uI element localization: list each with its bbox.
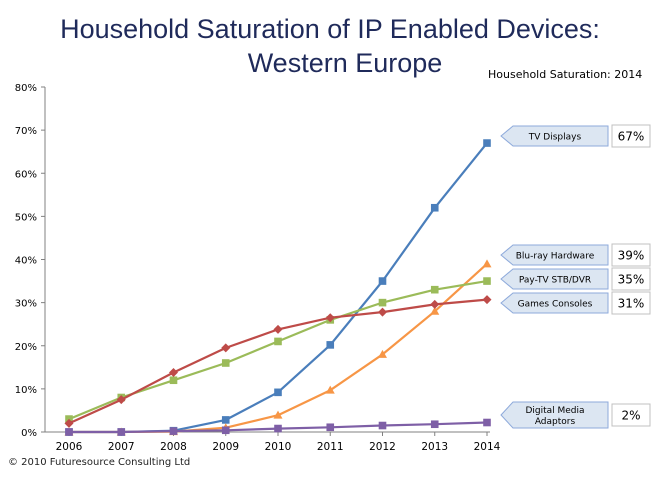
series-marker [483,277,491,285]
series-line-1 [69,262,488,434]
callout-label: Blu-ray Hardware [516,252,595,262]
series-marker [482,259,492,268]
x-tick-label: 2007 [108,441,135,453]
callout-label: Digital Media [525,406,584,416]
y-tick-label: 20% [15,342,37,353]
x-tick-label: 2014 [474,441,501,453]
callout-label: TV Displays [528,133,582,143]
series-marker [221,359,230,367]
series-marker [64,418,74,428]
x-tick-label: 2011 [317,441,344,453]
series-marker [325,385,335,394]
series-marker [169,367,178,377]
series-marker [169,376,178,385]
chart-title: Household Saturation of IP Enabled Devic… [0,12,660,80]
x-tick-label: 2009 [212,441,239,453]
y-tick-label: 10% [15,385,37,396]
chart-title-line1: Household Saturation of IP Enabled Devic… [60,14,600,44]
series-marker [221,343,231,353]
callout-arrow [500,292,609,314]
x-tick-label: 2010 [265,441,292,453]
series-marker [274,337,282,346]
series-marker [378,277,387,285]
series-marker [273,410,283,419]
callout-label: Games Consoles [518,300,593,310]
series-marker [482,295,492,305]
series-marker [326,341,335,349]
series-marker [274,388,282,397]
y-tick-label: 80% [15,83,37,94]
callout-arrow [500,244,609,266]
callout-label: Pay-TV STB/DVR [519,276,591,286]
saturation-label: Household Saturation: 2014 [488,68,643,81]
series-marker [117,428,126,436]
y-tick-label: 40% [15,256,37,267]
series-marker [221,426,230,435]
value-label: 35% [618,273,645,287]
value-box [611,267,651,291]
series-line-3 [68,298,488,425]
callout-arrow [500,268,609,290]
callout-label: Adaptors [535,417,576,427]
series-marker [326,423,335,432]
series-marker [116,395,126,405]
series-marker [378,421,387,430]
value-box [611,403,651,427]
value-box [611,291,651,315]
y-tick-label: 70% [15,126,37,137]
value-label: 39% [618,249,645,263]
x-tick-label: 2013 [421,441,448,453]
x-tick-label: 2006 [56,441,83,453]
series-marker [430,203,439,212]
x-tick-label: 2008 [160,441,187,453]
value-label: 2% [621,409,640,423]
series-marker [483,418,491,427]
value-label: 31% [618,297,645,311]
series-marker [483,139,491,147]
y-tick-label: 0% [21,428,37,439]
series-marker [65,428,73,436]
x-tick-label: 2012 [369,441,396,453]
value-box [611,243,651,267]
series-marker [430,285,439,294]
series-marker [430,299,440,309]
series-marker [169,427,178,435]
series-marker [430,420,439,429]
series-marker [325,313,335,323]
series-marker [378,307,387,317]
y-tick-label: 50% [15,212,37,223]
series-marker [378,298,387,307]
series-marker [378,349,387,358]
value-box [611,124,651,148]
series-marker [221,416,230,424]
series-marker [274,424,282,433]
value-label: 67% [618,130,645,144]
series-marker [430,306,440,315]
series-line-2 [68,280,488,421]
callout-arrow [500,401,609,429]
copyright-footer: © 2010 Futuresource Consulting Ltd [8,457,191,468]
chart-title-line2: Western Europe [247,48,443,78]
y-tick-label: 30% [15,299,37,310]
series-marker [273,324,283,334]
callout-arrow [500,125,609,147]
y-tick-label: 60% [15,169,37,180]
